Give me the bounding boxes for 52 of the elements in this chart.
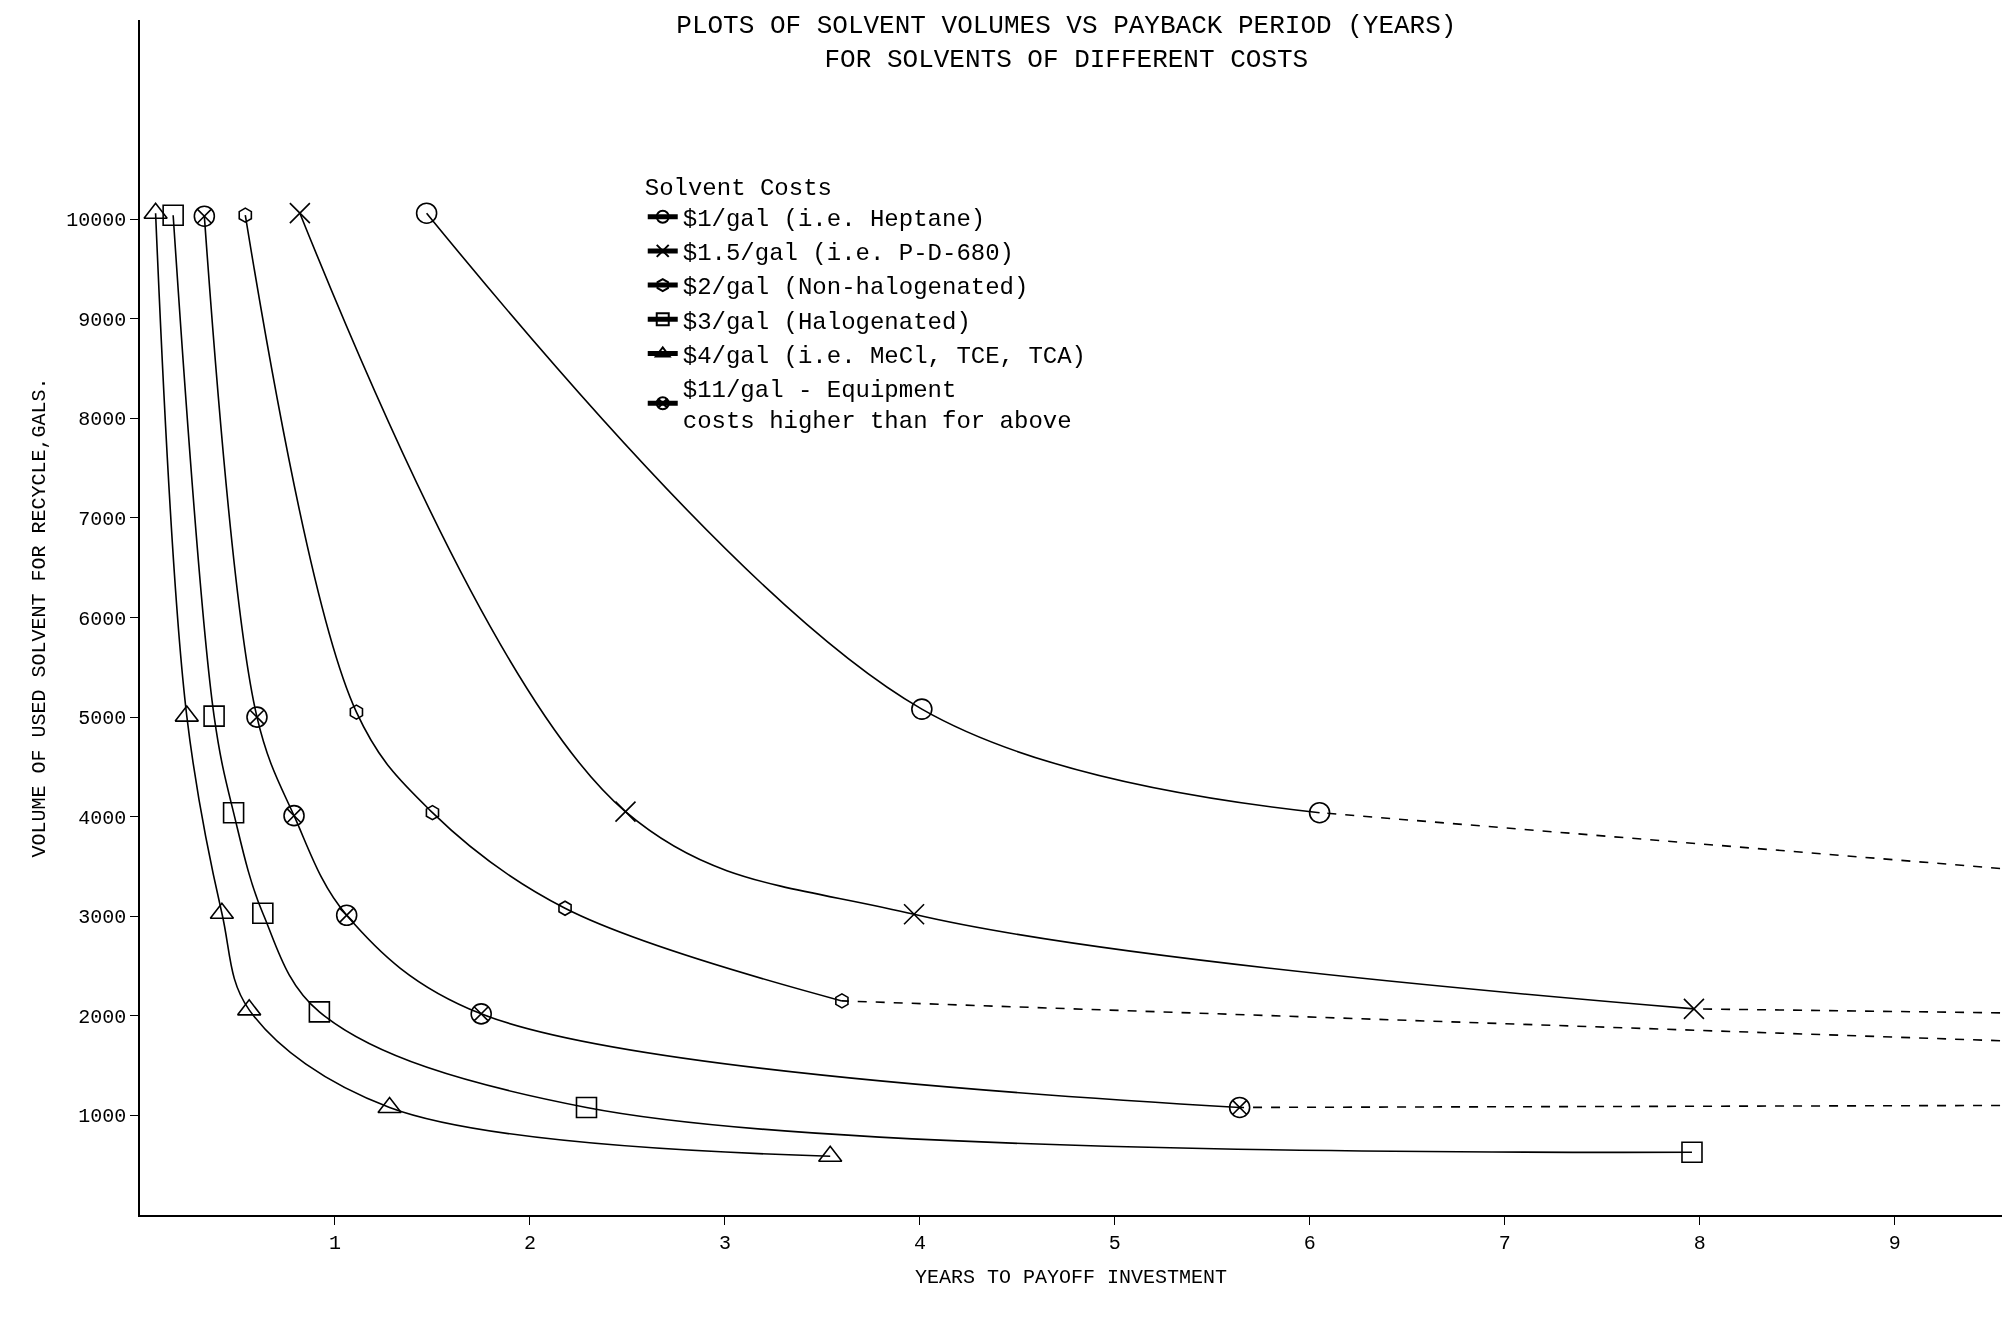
point <box>558 900 572 917</box>
point <box>283 804 305 827</box>
point <box>308 1001 331 1023</box>
y-tick-label: 2000 <box>78 1005 127 1029</box>
point <box>1228 1096 1251 1119</box>
legend-label: $2/gal (Non-halogenated) <box>682 274 1029 302</box>
legend-label: $1/gal (i.e. Heptane) <box>682 206 986 234</box>
y-tick-label: 3000 <box>78 906 127 930</box>
y-tick-label: 9000 <box>78 308 127 332</box>
y-tick-label: 7000 <box>78 507 127 531</box>
point <box>203 705 225 727</box>
x-tick-label: 7 <box>1498 1231 1511 1255</box>
x-axis-title: YEARS TO PAYOFF INVESTMENT <box>914 1265 1228 1289</box>
legend-label: $3/gal (Halogenated) <box>682 308 971 336</box>
point <box>911 698 933 720</box>
point <box>1308 801 1331 824</box>
x-tick-label: 9 <box>1888 1231 1901 1255</box>
point <box>193 205 216 227</box>
y-tick-label: 1000 <box>78 1105 127 1129</box>
x-tick-label: 1 <box>328 1231 341 1255</box>
point <box>425 804 440 821</box>
point <box>575 1096 598 1119</box>
chart-title: PLOTS OF SOLVENT VOLUMES VS PAYBACK PERIOD (YEARS) FOR SOLVENTS OF DIFFERENT COSTS <box>676 11 1457 75</box>
point <box>1681 1141 1703 1164</box>
y-tick-label: 5000 <box>78 707 127 731</box>
point <box>1683 998 1705 1020</box>
x-tick-label: 4 <box>913 1231 926 1255</box>
point <box>903 903 925 926</box>
point <box>335 904 358 927</box>
point <box>835 993 849 1009</box>
legend-title: Solvent Costs <box>644 174 832 202</box>
x-tick-label: 8 <box>1693 1231 1706 1255</box>
x-tick-label: 2 <box>523 1231 536 1255</box>
y-tick-label: 4000 <box>78 806 127 830</box>
legend-label: $1.5/gal (i.e. P-D-680) <box>682 240 1015 268</box>
y-tick-label: 6000 <box>78 607 127 631</box>
point <box>238 207 253 223</box>
point <box>415 202 438 224</box>
point <box>162 204 184 226</box>
x-tick-label: 6 <box>1303 1231 1316 1255</box>
y-tick-label: 8000 <box>78 408 127 432</box>
point <box>252 902 274 925</box>
point <box>349 704 364 720</box>
x-tick-label: 3 <box>718 1231 731 1255</box>
legend-label: $11/gal - Equipment costs higher than for above <box>682 377 1072 436</box>
point <box>246 706 268 728</box>
point <box>470 1003 492 1025</box>
y-tick-label: 10000 <box>66 209 127 233</box>
y-axis-title: VOLUME OF USED SOLVENT FOR RECYCLE,GALS. <box>28 377 52 858</box>
legend-label: $4/gal (i.e. MeCl, TCE, TCA) <box>682 342 1087 370</box>
point <box>222 801 245 824</box>
x-tick-label: 5 <box>1108 1231 1121 1255</box>
